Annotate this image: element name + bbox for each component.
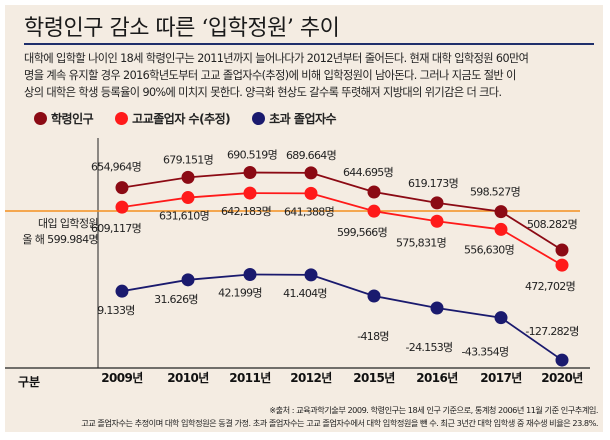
- data-point-graduates: [243, 186, 257, 200]
- x-tick-label: 2009년: [101, 371, 143, 385]
- data-point-excess: [367, 289, 381, 303]
- data-label-graduates: 575,831명: [396, 236, 446, 249]
- data-point-excess: [555, 353, 569, 367]
- x-tick-label: 2010년: [167, 371, 209, 385]
- data-label-excess: 42.199명: [218, 286, 262, 299]
- data-point-population: [494, 205, 508, 219]
- x-tick-label: 2012년: [290, 371, 332, 385]
- data-point-excess: [494, 311, 508, 325]
- legend-marker-graduates-icon: [115, 112, 129, 125]
- data-label-population: 598.527명: [470, 186, 520, 199]
- data-point-excess: [243, 267, 257, 281]
- x-tick-label: 2020년: [541, 371, 583, 385]
- footnote: 고교 졸업자수는 추정이며 대학 입학정원은 동결 가정. 초과 졸업자수는 고…: [81, 418, 598, 428]
- x-axis-title: 구분: [18, 375, 41, 389]
- data-label-excess: -43.354명: [462, 346, 509, 359]
- data-point-population: [115, 181, 129, 195]
- data-point-excess: [181, 273, 195, 287]
- legend-marker-population-icon: [34, 112, 47, 125]
- data-label-population: 689.664명: [286, 149, 336, 162]
- data-label-graduates: 609,117명: [91, 222, 141, 235]
- chart-legend: 학령인구 고교졸업자 수(추정) 초과 졸업자수: [34, 110, 337, 127]
- data-point-population: [304, 166, 318, 180]
- legend-marker-excess-icon: [252, 112, 266, 125]
- data-point-population: [243, 166, 257, 180]
- reference-label-line1: 대입 입학정원: [37, 217, 99, 230]
- data-label-excess: 9.133명: [97, 304, 134, 317]
- data-point-graduates: [555, 258, 569, 272]
- data-label-population: 619.173명: [408, 177, 458, 190]
- legend-item-excess: 초과 졸업자수: [252, 110, 337, 127]
- data-point-excess: [430, 301, 444, 315]
- data-point-population: [367, 185, 381, 199]
- description-line: 명을 계속 유지할 경우 2016학년도부터 고교 졸업자수(추정)에 비해 입…: [24, 69, 516, 82]
- data-label-excess: 31.626명: [154, 293, 198, 306]
- data-point-population: [430, 196, 444, 210]
- data-label-graduates: 642,183명: [221, 205, 271, 218]
- data-point-graduates: [181, 191, 195, 205]
- data-point-graduates: [304, 186, 318, 200]
- legend-label: 초과 졸업자수: [269, 112, 337, 126]
- reference-line-label: 대입 입학정원 올 해 599.984명: [22, 216, 98, 248]
- infographic-panel: [5, 5, 603, 432]
- data-label-graduates: 599,566명: [337, 226, 387, 239]
- series-line-graduates: [121, 192, 563, 266]
- data-label-excess: -24.153명: [406, 341, 453, 354]
- description-line: 대학에 입학할 나이인 18세 학령인구는 2011년까지 늘어나다가 2012…: [24, 52, 529, 65]
- data-label-graduates: 631,610명: [159, 210, 209, 223]
- x-tick-label: 2011년: [229, 371, 271, 385]
- data-label-excess: -127.282명: [525, 325, 578, 338]
- data-label-population: 690.519명: [227, 149, 277, 162]
- data-point-excess: [304, 268, 318, 282]
- data-label-population: 508.282명: [527, 218, 577, 231]
- data-label-graduates: 472,702명: [525, 280, 575, 293]
- series-line-population: [121, 171, 563, 251]
- series-line-excess: [121, 273, 563, 361]
- x-tick-label: 2015년: [353, 371, 395, 385]
- legend-label: 학령인구: [51, 112, 94, 126]
- x-tick-label: 2016년: [416, 371, 458, 385]
- data-label-population: 679.151명: [163, 153, 213, 166]
- description-line: 상의 대학은 학생 등록율이 90%에 미치지 못한다. 양극화 현상도 갈수록…: [24, 86, 502, 99]
- data-point-graduates: [115, 200, 129, 214]
- data-label-excess: -418명: [357, 330, 389, 343]
- data-label-graduates: 556,630명: [464, 243, 514, 256]
- legend-item-graduates: 고교졸업자 수(추정): [115, 110, 231, 127]
- data-point-population: [555, 243, 569, 257]
- data-label-excess: 41.404명: [283, 287, 327, 300]
- data-point-population: [181, 170, 195, 184]
- data-label-population: 644.695명: [343, 166, 393, 179]
- reference-label-line2: 올 해 599.984명: [22, 233, 98, 246]
- data-point-graduates: [367, 204, 381, 218]
- source-note: ※출처 : 교육과학기술부 2009. 학령인구는 18세 인구 기준으로, 통…: [269, 405, 598, 415]
- page-title: 학령인구 감소 따른 ‘입학정원’ 추이: [24, 16, 340, 41]
- data-label-graduates: 641,388명: [284, 205, 334, 218]
- data-label-population: 654,964명: [91, 161, 141, 174]
- data-point-graduates: [494, 222, 508, 236]
- data-point-excess: [115, 284, 129, 298]
- x-tick-label: 2017년: [480, 371, 522, 385]
- title-divider: [24, 43, 594, 45]
- legend-item-population: 학령인구: [34, 110, 94, 127]
- data-point-graduates: [430, 214, 444, 228]
- description: 대학에 입학할 나이인 18세 학령인구는 2011년까지 늘어나다가 2012…: [24, 50, 599, 101]
- legend-label: 고교졸업자 수(추정): [132, 112, 231, 126]
